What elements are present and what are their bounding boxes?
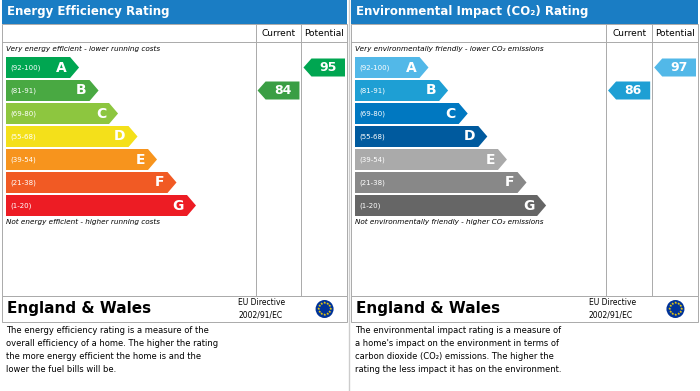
- Text: (21-38): (21-38): [10, 179, 36, 186]
- Text: E: E: [485, 152, 495, 167]
- Polygon shape: [6, 57, 79, 78]
- Text: G: G: [523, 199, 534, 212]
- Polygon shape: [6, 195, 196, 216]
- Polygon shape: [6, 103, 118, 124]
- Bar: [351, 296, 698, 322]
- Text: ★: ★: [328, 304, 332, 308]
- Text: C: C: [445, 106, 456, 120]
- Polygon shape: [608, 81, 650, 99]
- Circle shape: [316, 300, 334, 318]
- Polygon shape: [6, 80, 99, 101]
- Text: (55-68): (55-68): [359, 133, 385, 140]
- Text: ★: ★: [326, 301, 330, 306]
- Text: Not energy efficient - higher running costs: Not energy efficient - higher running co…: [6, 219, 160, 225]
- Text: (21-38): (21-38): [359, 179, 385, 186]
- Polygon shape: [355, 57, 428, 78]
- Text: (81-91): (81-91): [359, 87, 385, 94]
- Text: 97: 97: [671, 61, 688, 74]
- Text: E: E: [136, 152, 145, 167]
- Text: ★: ★: [329, 307, 332, 311]
- Polygon shape: [258, 81, 300, 99]
- Text: F: F: [505, 176, 514, 190]
- Text: ★: ★: [668, 307, 671, 311]
- Polygon shape: [355, 149, 507, 170]
- Text: Very energy efficient - lower running costs: Very energy efficient - lower running co…: [6, 45, 160, 52]
- Polygon shape: [355, 80, 448, 101]
- Polygon shape: [6, 126, 137, 147]
- Text: (69-80): (69-80): [10, 110, 36, 117]
- Text: (69-80): (69-80): [359, 110, 385, 117]
- Text: ★: ★: [677, 301, 680, 306]
- Text: B: B: [426, 84, 436, 97]
- Text: (55-68): (55-68): [10, 133, 36, 140]
- Text: ★: ★: [316, 307, 320, 311]
- Bar: [2, 24, 347, 296]
- Polygon shape: [355, 195, 546, 216]
- Polygon shape: [355, 126, 487, 147]
- Text: Current: Current: [612, 29, 646, 38]
- Text: ★: ★: [318, 310, 321, 314]
- Text: Current: Current: [262, 29, 295, 38]
- Text: Environmental Impact (CO₂) Rating: Environmental Impact (CO₂) Rating: [356, 5, 589, 18]
- Text: ★: ★: [668, 310, 672, 314]
- Text: ★: ★: [323, 301, 326, 305]
- Text: ★: ★: [328, 310, 332, 314]
- Text: D: D: [114, 129, 125, 143]
- Polygon shape: [355, 172, 526, 193]
- Text: ★: ★: [679, 310, 682, 314]
- Text: (1-20): (1-20): [359, 202, 380, 209]
- Text: G: G: [173, 199, 184, 212]
- Text: Energy Efficiency Rating: Energy Efficiency Rating: [7, 5, 169, 18]
- Text: 95: 95: [319, 61, 337, 74]
- Text: ★: ★: [671, 312, 674, 316]
- Text: ★: ★: [318, 304, 321, 308]
- Text: B: B: [76, 84, 87, 97]
- Text: ★: ★: [671, 301, 674, 306]
- Text: 84: 84: [274, 84, 291, 97]
- Text: ★: ★: [679, 304, 682, 308]
- Text: EU Directive
2002/91/EC: EU Directive 2002/91/EC: [238, 298, 286, 320]
- Bar: [2, 0, 347, 24]
- Bar: [2, 296, 347, 322]
- Text: ★: ★: [326, 312, 330, 316]
- Text: F: F: [155, 176, 164, 190]
- Text: 86: 86: [624, 84, 642, 97]
- Polygon shape: [654, 59, 696, 77]
- Text: ★: ★: [320, 301, 323, 306]
- Text: The energy efficiency rating is a measure of the
overall efficiency of a home. T: The energy efficiency rating is a measur…: [6, 326, 218, 373]
- Text: EU Directive
2002/91/EC: EU Directive 2002/91/EC: [589, 298, 636, 320]
- Text: England & Wales: England & Wales: [7, 301, 151, 316]
- Text: (1-20): (1-20): [10, 202, 32, 209]
- Bar: [351, 24, 698, 296]
- Polygon shape: [304, 59, 345, 77]
- Text: A: A: [56, 61, 67, 75]
- Text: C: C: [96, 106, 106, 120]
- Text: Potential: Potential: [304, 29, 344, 38]
- Text: Not environmentally friendly - higher CO₂ emissions: Not environmentally friendly - higher CO…: [355, 219, 543, 225]
- Text: (39-54): (39-54): [359, 156, 385, 163]
- Text: (39-54): (39-54): [10, 156, 36, 163]
- Bar: [351, 0, 698, 24]
- Text: Very environmentally friendly - lower CO₂ emissions: Very environmentally friendly - lower CO…: [355, 45, 544, 52]
- Text: ★: ★: [673, 313, 677, 317]
- Text: ★: ★: [677, 312, 680, 316]
- Text: A: A: [406, 61, 416, 75]
- Text: ★: ★: [320, 312, 323, 316]
- Polygon shape: [6, 172, 176, 193]
- Text: Potential: Potential: [655, 29, 695, 38]
- Text: (92-100): (92-100): [359, 64, 389, 71]
- Text: The environmental impact rating is a measure of
a home's impact on the environme: The environmental impact rating is a mea…: [355, 326, 561, 373]
- Text: ★: ★: [673, 301, 677, 305]
- Circle shape: [666, 300, 685, 318]
- Text: ★: ★: [680, 307, 683, 311]
- Text: England & Wales: England & Wales: [356, 301, 500, 316]
- Text: (81-91): (81-91): [10, 87, 36, 94]
- Text: ★: ★: [668, 304, 672, 308]
- Polygon shape: [355, 103, 468, 124]
- Text: D: D: [464, 129, 475, 143]
- Polygon shape: [6, 149, 157, 170]
- Text: ★: ★: [323, 313, 326, 317]
- Text: (92-100): (92-100): [10, 64, 41, 71]
